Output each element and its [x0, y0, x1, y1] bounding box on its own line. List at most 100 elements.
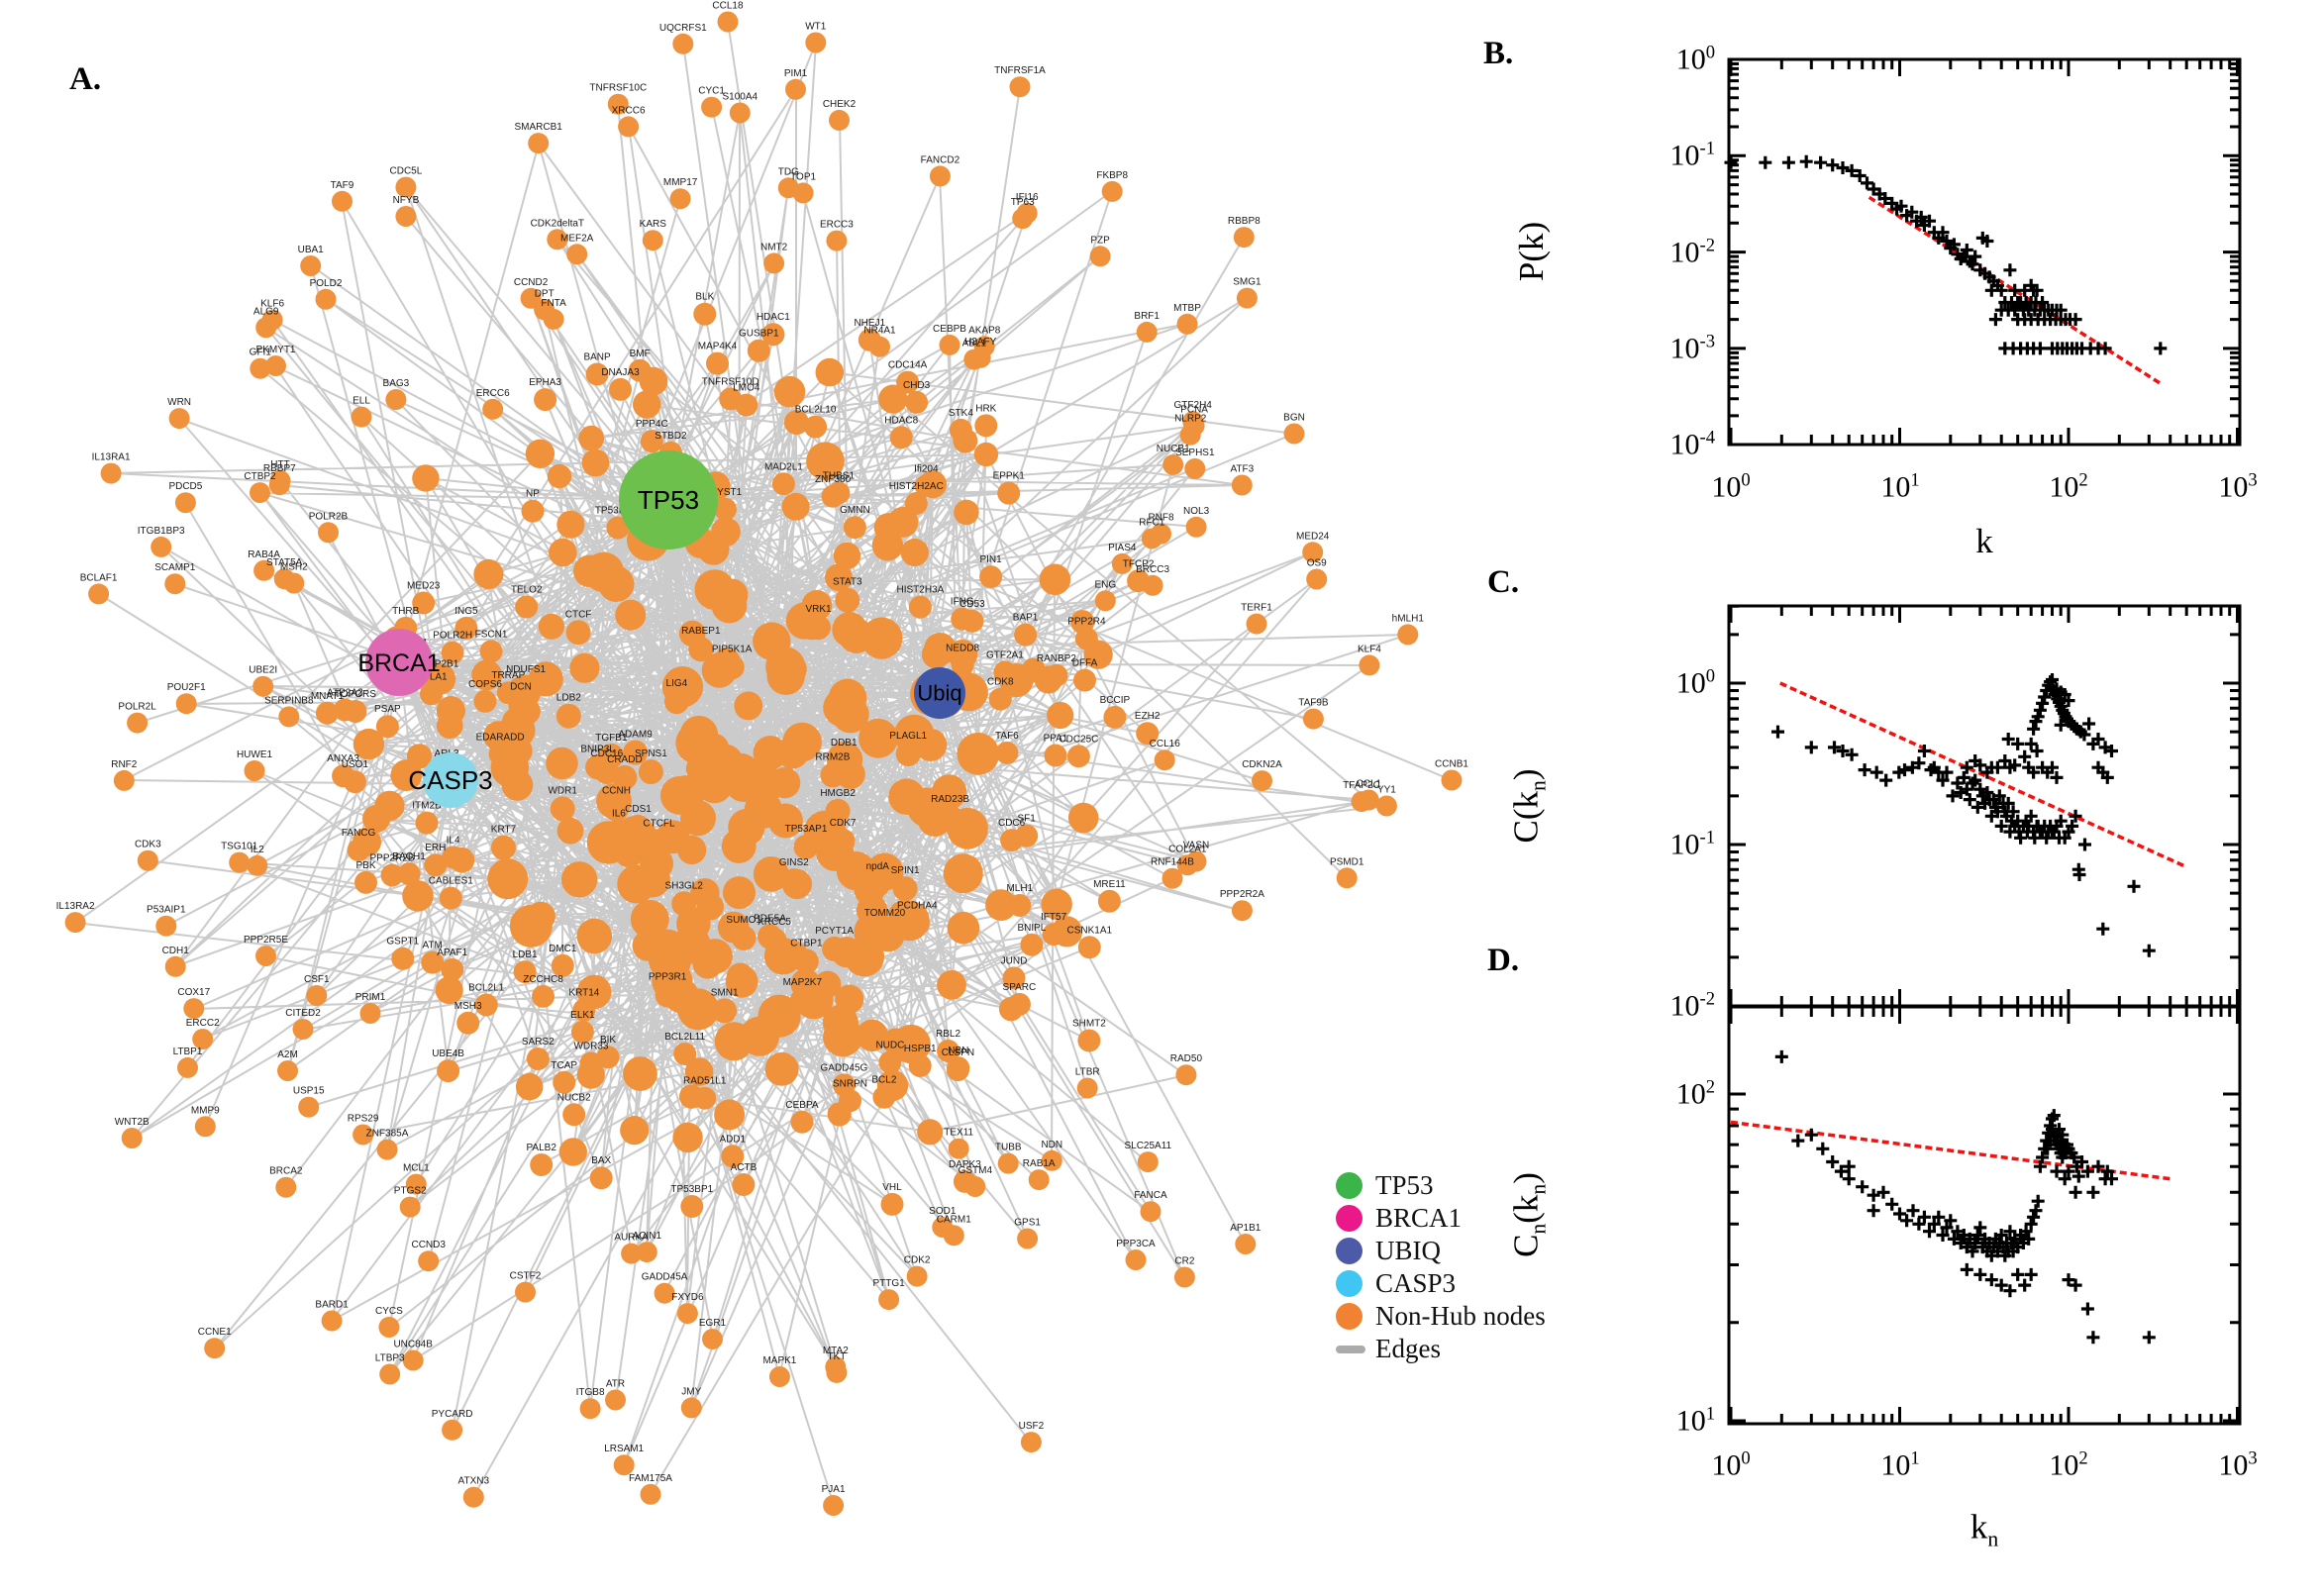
- network-node-label: CHEK2: [823, 99, 857, 110]
- panel-d-label: D.: [1487, 943, 1520, 978]
- network-node: [805, 32, 827, 53]
- network-node: [672, 33, 694, 54]
- network-node: [1002, 966, 1026, 990]
- network-node-label: KLF4: [1358, 644, 1381, 654]
- network-node-label: ITM2B: [412, 801, 442, 812]
- network-node-label: SMG1: [1233, 277, 1262, 288]
- network-node: [526, 901, 556, 932]
- network-node-label: BGN: [1283, 413, 1305, 424]
- network-node: [538, 613, 565, 640]
- plot-box-B: [1727, 57, 2242, 447]
- network-node-label: FAM175A: [629, 1473, 672, 1484]
- network-node-label: DAPK3: [949, 1159, 981, 1170]
- network-node: [585, 362, 609, 386]
- network-node-label: CYCS: [375, 1306, 403, 1317]
- network-node: [697, 533, 730, 565]
- network-node: [194, 1116, 216, 1138]
- network-node-label: IFI16: [1016, 192, 1039, 203]
- network-node: [677, 988, 720, 1031]
- network-node: [997, 1152, 1019, 1174]
- network-node: [442, 846, 465, 869]
- network-node-label: GPS1: [1014, 1218, 1041, 1229]
- network-node-label: PALB2: [527, 1143, 557, 1153]
- network-node: [830, 828, 856, 853]
- network-node: [566, 244, 588, 265]
- network-node-label: FSCN1: [475, 629, 508, 640]
- network-node: [979, 565, 1003, 589]
- network-node-label: CDC6: [998, 818, 1026, 829]
- network-node: [635, 861, 670, 898]
- network-node: [556, 510, 585, 539]
- network-node-label: MMP9: [191, 1105, 220, 1116]
- network-node: [688, 637, 714, 662]
- legend-item-label: Non-Hub nodes: [1375, 1301, 1546, 1331]
- network-node: [515, 1072, 544, 1101]
- network-node: [640, 1483, 661, 1505]
- network-node: [483, 721, 514, 751]
- network-node-label: NLRP2: [1174, 414, 1207, 425]
- network-node: [993, 660, 1017, 684]
- network-node-label: CRADD: [607, 754, 643, 765]
- legend-item: UBIQ: [1336, 1235, 1546, 1267]
- network-node-label: CSNK1A1: [1067, 925, 1113, 936]
- network-node-label: PRIM1: [355, 992, 386, 1003]
- network-node-label: EGR1: [699, 1318, 727, 1329]
- network-node: [714, 497, 737, 521]
- network-node: [954, 499, 979, 526]
- network-node: [333, 698, 356, 722]
- network-node-label: CCNB1: [1435, 759, 1468, 770]
- network-node: [579, 1398, 601, 1420]
- network-node: [255, 946, 276, 966]
- network-node-label: BCL2L11: [664, 1032, 705, 1043]
- network-node: [882, 1028, 910, 1055]
- network-node: [405, 1173, 427, 1195]
- network-node: [549, 538, 577, 567]
- network-node-label: RNF8: [1148, 513, 1174, 524]
- network-node: [578, 425, 605, 451]
- network-node: [174, 492, 196, 514]
- network-node: [721, 1145, 745, 1168]
- network-node-label: PYCARD: [432, 1409, 473, 1420]
- network-node-label: IL2: [251, 845, 264, 855]
- network-node-label: BCCIP: [1100, 695, 1131, 706]
- network-node: [680, 1397, 702, 1419]
- network-node-label: POLR2L: [118, 702, 156, 713]
- network-node-label: CDC16: [590, 748, 623, 759]
- network-node-label: UBE2I: [249, 665, 277, 676]
- network-node-label: CDK3: [135, 840, 161, 850]
- network-node: [332, 190, 353, 212]
- network-node: [347, 839, 370, 862]
- network-node: [229, 851, 251, 873]
- tick-label: 101: [1880, 1447, 1920, 1482]
- tick-label: 102: [2049, 1447, 2088, 1482]
- network-node: [1125, 1249, 1147, 1270]
- network-nodes: [64, 11, 1463, 1516]
- network-node: [532, 984, 555, 1008]
- panel-c-label: C.: [1487, 564, 1520, 600]
- network-node-label: P53AIP1: [147, 905, 186, 916]
- network-node-label: STAT5A: [266, 557, 303, 568]
- network-node: [694, 569, 736, 610]
- network-node-label: KRT14: [568, 988, 599, 999]
- network-node: [888, 778, 925, 815]
- network-node: [1111, 552, 1133, 574]
- network-node-label: BCL2L1: [468, 983, 505, 994]
- network-node-label: BNIPL: [1017, 923, 1046, 934]
- network-node-label: KRT7: [491, 825, 517, 836]
- network-node: [638, 759, 663, 785]
- network-node-label: BRCC3: [1136, 564, 1169, 575]
- tick-label: 100: [1675, 665, 1715, 700]
- network-node-label: VHL: [882, 1182, 902, 1193]
- network-node: [630, 899, 669, 939]
- network-node-label: PTGS2: [394, 1186, 427, 1197]
- network-node: [717, 11, 739, 33]
- network-node-label: CDC14A: [888, 360, 928, 371]
- network-node: [914, 474, 938, 498]
- network-node-label: WRN: [167, 397, 191, 408]
- network-node-label: MED24: [1296, 531, 1330, 542]
- network-node: [253, 559, 275, 581]
- tick-label: 102: [1675, 1076, 1715, 1111]
- network-node: [878, 384, 908, 414]
- network-node-label: FKBP8: [1096, 170, 1128, 181]
- network-node: [739, 1016, 780, 1056]
